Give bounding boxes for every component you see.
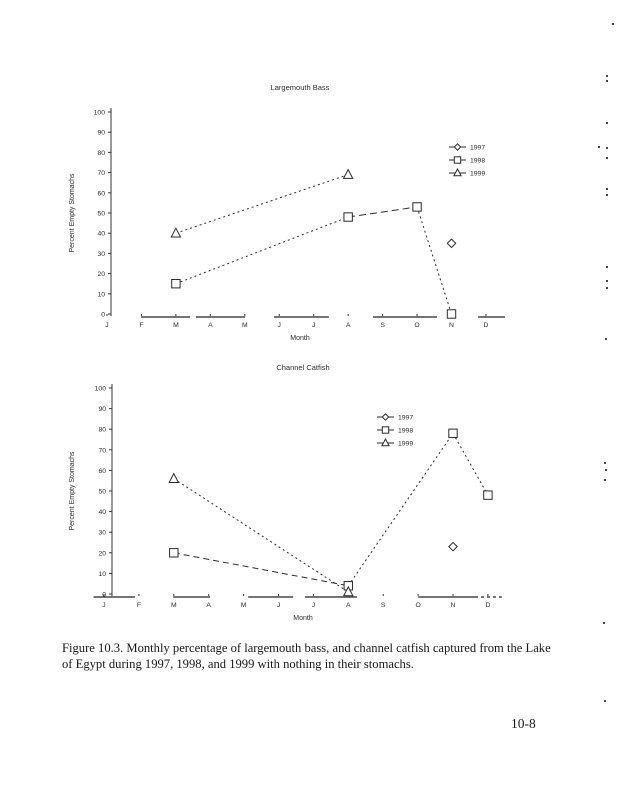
svg-text:100: 100 [94, 110, 106, 117]
series-line-1999 [175, 174, 349, 234]
series-markers-1999 [168, 472, 354, 597]
svg-text:Month: Month [293, 615, 313, 622]
series-markers-1999 [170, 168, 354, 238]
largemouth-bass-chart: Largemouth Bass 0 10 20 30 40 50 60 70 80 90 100 Per… [69, 83, 505, 342]
svg-text:F: F [139, 322, 143, 329]
caption-line-2: of Egypt during 1997, 1998, and 1999 wit… [62, 656, 414, 671]
svg-text:S: S [380, 322, 385, 329]
svg-text:F: F [137, 602, 141, 609]
svg-text:0: 0 [101, 312, 105, 319]
svg-text:M: M [241, 602, 247, 609]
series-markers-1997 [446, 238, 457, 249]
svg-text:60: 60 [97, 190, 105, 197]
channel-catfish-chart: Channel Catfish0102030405060708090100Per… [69, 363, 502, 622]
svg-text:1997: 1997 [398, 415, 413, 422]
svg-text:1999: 1999 [470, 171, 485, 178]
svg-text:J: J [312, 322, 315, 329]
series-line-1998 [175, 206, 452, 315]
y-axis: 0 10 20 30 40 50 60 70 80 90 100 Percent Empty Stom… [69, 108, 112, 319]
scan-artifact-dots [598, 23, 614, 702]
svg-text:J: J [312, 602, 315, 609]
svg-text:20: 20 [98, 550, 106, 557]
svg-text:50: 50 [98, 489, 106, 496]
svg-text:M: M [173, 322, 179, 329]
svg-text:1997: 1997 [470, 145, 485, 152]
svg-text:A: A [346, 602, 351, 609]
svg-text:1999: 1999 [398, 441, 413, 448]
legend: 1997 1998 1999 [449, 143, 485, 178]
series-markers-1998 [171, 202, 457, 319]
svg-text:Month: Month [290, 335, 310, 342]
svg-text:M: M [242, 322, 248, 329]
svg-text:S: S [381, 602, 386, 609]
svg-text:Largemouth Bass: Largemouth Bass [271, 83, 330, 92]
svg-text:10: 10 [98, 571, 106, 578]
svg-text:N: N [449, 322, 454, 329]
x-axis: J F M A M J J A S O N D Month [102, 594, 490, 622]
svg-text:80: 80 [97, 150, 105, 157]
svg-text:Percent Empty Stomachs: Percent Empty Stomachs [69, 451, 76, 530]
svg-text:J: J [278, 322, 281, 329]
svg-text:1998: 1998 [470, 158, 485, 165]
svg-text:50: 50 [97, 211, 105, 218]
svg-text:40: 40 [97, 231, 105, 238]
page-number: 10-8 [511, 716, 536, 731]
svg-text:100: 100 [95, 386, 107, 393]
svg-text:30: 30 [98, 530, 106, 537]
series-line-1999 [173, 478, 349, 593]
svg-text:J: J [102, 602, 105, 609]
svg-text:90: 90 [97, 130, 105, 137]
x-axis: J F M A M J J A S O N D Month [105, 314, 488, 342]
svg-text:O: O [415, 602, 420, 609]
svg-text:Percent Empty Stomachs: Percent Empty Stomachs [69, 173, 76, 252]
svg-text:60: 60 [98, 468, 106, 475]
caption-line-1: Figure 10.3. Monthly percentage of large… [62, 641, 551, 655]
svg-text:40: 40 [98, 509, 106, 516]
figure-caption: Figure 10.3. Monthly percentage of large… [62, 641, 560, 672]
svg-text:A: A [346, 322, 351, 329]
svg-text:90: 90 [98, 406, 106, 413]
svg-text:D: D [485, 602, 490, 609]
svg-text:A: A [208, 322, 213, 329]
svg-text:10: 10 [97, 291, 105, 298]
svg-text:20: 20 [97, 271, 105, 278]
svg-text:70: 70 [97, 170, 105, 177]
svg-text:D: D [483, 322, 488, 329]
svg-text:Channel Catfish: Channel Catfish [276, 363, 329, 372]
svg-text:J: J [277, 602, 280, 609]
svg-text:30: 30 [97, 251, 105, 258]
svg-text:80: 80 [98, 427, 106, 434]
legend: 1997 1998 1999 [377, 413, 413, 448]
svg-text:70: 70 [98, 447, 106, 454]
svg-text:O: O [414, 322, 419, 329]
svg-text:N: N [451, 602, 456, 609]
svg-text:J: J [105, 322, 108, 329]
svg-text:1998: 1998 [398, 428, 413, 435]
series-line-1998 [173, 433, 489, 587]
series-markers-1998 [169, 428, 493, 591]
svg-text:M: M [171, 602, 177, 609]
series-markers-1997 [448, 541, 458, 552]
svg-text:A: A [206, 602, 211, 609]
